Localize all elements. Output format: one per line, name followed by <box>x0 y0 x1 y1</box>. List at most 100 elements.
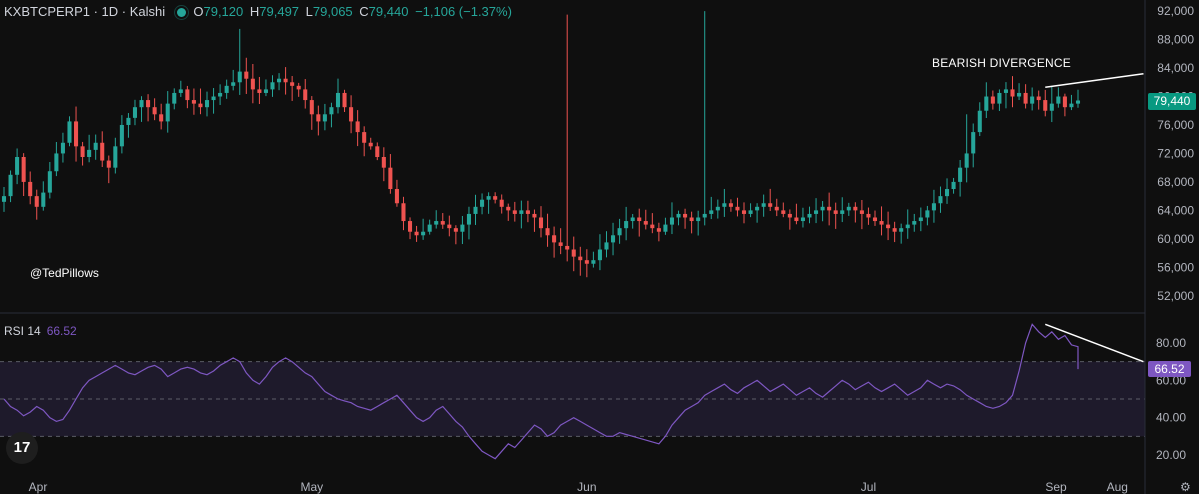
time-tick-label: Aug <box>1107 480 1128 494</box>
rsi-title[interactable]: RSI 14 <box>4 324 41 338</box>
candle-body <box>611 235 616 243</box>
candle-body <box>218 92 223 97</box>
candle-body <box>591 260 596 264</box>
candle-body <box>571 249 576 257</box>
candle-body <box>355 121 360 133</box>
candle-body <box>669 217 675 225</box>
candle-body <box>146 100 151 108</box>
candle-body <box>34 196 39 207</box>
candle-body <box>538 217 544 229</box>
candle-body <box>283 78 288 83</box>
symbol-legend[interactable]: KXBTCPERP1 · 1D · Kalshi O79,120 H79,497… <box>4 4 512 19</box>
candle-body <box>447 224 452 229</box>
candle-body <box>1043 100 1048 111</box>
high-value: 79,497 <box>259 4 300 19</box>
price-axis[interactable]: 92,00088,00084,00080,00076,00072,00068,0… <box>1157 4 1194 303</box>
candle-body <box>794 217 799 222</box>
candle-body <box>388 167 393 190</box>
candle-body <box>362 132 367 143</box>
candle-body <box>165 103 170 122</box>
bearish-divergence-price-line <box>1045 72 1144 89</box>
candle-body <box>512 210 517 214</box>
candle-body <box>100 142 105 161</box>
candle-body <box>944 189 950 197</box>
candle-body <box>80 146 85 157</box>
time-axis[interactable]: Apr May Jun Jul Aug Sep <box>29 480 1128 494</box>
price-tick-label: 72,000 <box>1157 146 1194 160</box>
candle-body <box>859 210 864 214</box>
candle-body <box>93 142 98 150</box>
price-tick-label: 76,000 <box>1157 118 1194 132</box>
candle-body <box>958 167 963 182</box>
candle-body <box>768 203 773 207</box>
candle-body <box>912 221 917 225</box>
candle-body <box>368 142 373 147</box>
candle-body <box>519 210 524 214</box>
candle-body <box>990 96 995 104</box>
candle-body <box>473 206 478 214</box>
candle-body <box>709 210 714 214</box>
rsi-value-tag: 66.52 <box>1148 361 1191 377</box>
candle-body <box>971 132 976 154</box>
candle-body <box>493 196 498 200</box>
candle-body <box>807 213 812 218</box>
candle-body <box>650 224 655 229</box>
candle-body <box>152 107 157 115</box>
candle-body <box>1049 103 1054 111</box>
candle-body <box>1017 92 1022 97</box>
candle-body <box>329 107 334 115</box>
candle-body <box>1075 100 1081 104</box>
rsi-tick-label: 40.00 <box>1156 411 1186 425</box>
close-value: 79,440 <box>368 4 409 19</box>
candle-body <box>761 203 766 207</box>
candle-body <box>126 117 131 125</box>
candle-body <box>466 213 471 225</box>
candle-body <box>381 157 386 168</box>
candle-body <box>1003 89 1008 93</box>
candle-body <box>303 89 308 101</box>
candle-body <box>1 196 7 202</box>
candle-body <box>198 103 203 108</box>
price-tick-label: 64,000 <box>1157 203 1194 217</box>
candle-body <box>617 228 622 236</box>
candle-body <box>191 100 196 104</box>
rsi-value: 66.52 <box>46 324 77 338</box>
candle-body <box>656 228 661 232</box>
candle-body <box>132 107 138 118</box>
change-value: −1,106 (−1.37%) <box>415 4 512 19</box>
candle-body <box>453 228 458 232</box>
candle-body <box>545 228 550 236</box>
symbol-title[interactable]: KXBTCPERP1 · 1D · Kalshi <box>4 4 166 19</box>
candle-body <box>866 213 871 218</box>
candle-body <box>21 157 26 182</box>
candle-body <box>552 235 557 243</box>
rsi-legend[interactable]: RSI 14 66.52 <box>4 324 77 338</box>
candle-body <box>925 210 930 218</box>
price-tick-label: 56,000 <box>1157 260 1194 274</box>
candle-body <box>47 171 52 193</box>
candle-body <box>434 221 439 225</box>
candle-body <box>316 114 321 122</box>
candle-body <box>532 213 537 218</box>
candlestick-series <box>1 11 1081 278</box>
candle-body <box>54 153 59 172</box>
candle-body <box>290 82 295 86</box>
candle-body <box>643 221 648 225</box>
time-tick-label: Apr <box>29 480 48 494</box>
candle-body <box>28 181 33 197</box>
candle-body <box>689 217 694 222</box>
candle-body <box>309 100 314 115</box>
rsi-tick-label: 20.00 <box>1156 448 1186 462</box>
settings-gear-icon[interactable]: ⚙ <box>1180 480 1191 494</box>
candle-body <box>624 221 629 229</box>
candle-body <box>407 221 413 232</box>
candle-body <box>984 96 989 111</box>
candle-body <box>74 121 79 147</box>
tradingview-logo-icon[interactable]: 17 <box>6 432 38 464</box>
candle-body <box>440 221 445 225</box>
candle-body <box>486 196 491 200</box>
price-tick-label: 88,000 <box>1157 33 1194 47</box>
candle-body <box>663 224 668 232</box>
